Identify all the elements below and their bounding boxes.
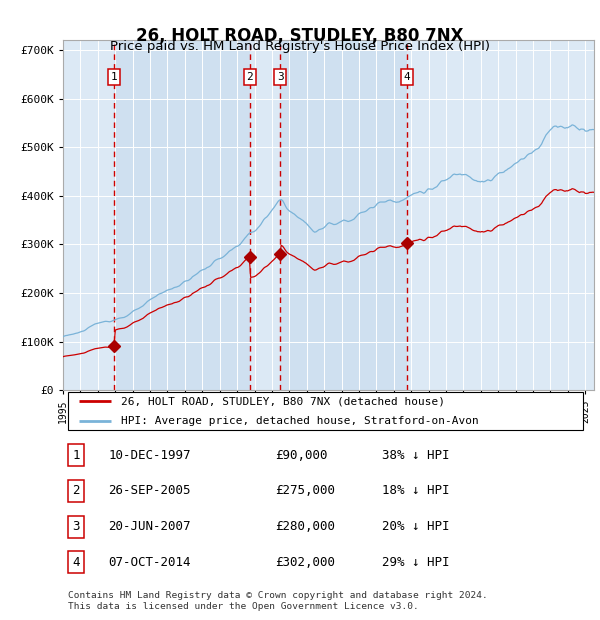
Text: £302,000: £302,000 [275,556,335,569]
Text: 38% ↓ HPI: 38% ↓ HPI [382,449,449,462]
Text: 1: 1 [73,449,80,462]
Text: 18% ↓ HPI: 18% ↓ HPI [382,484,449,497]
Bar [114,40,250,390]
Text: 10-DEC-1997: 10-DEC-1997 [108,449,191,462]
Text: 2: 2 [247,72,253,82]
Text: 4: 4 [73,556,80,569]
Text: Price paid vs. HM Land Registry's House Price Index (HPI): Price paid vs. HM Land Registry's House … [110,40,490,53]
Text: 20-JUN-2007: 20-JUN-2007 [108,520,191,533]
Text: 4: 4 [404,72,410,82]
Text: 26-SEP-2005: 26-SEP-2005 [108,484,191,497]
Text: HPI: Average price, detached house, Stratford-on-Avon: HPI: Average price, detached house, Stra… [121,416,479,426]
Bar [280,40,407,390]
Text: Contains HM Land Registry data © Crown copyright and database right 2024.
This d: Contains HM Land Registry data © Crown c… [68,591,488,611]
Text: 07-OCT-2014: 07-OCT-2014 [108,556,191,569]
Text: 29% ↓ HPI: 29% ↓ HPI [382,556,449,569]
Bar [63,40,114,390]
Text: 2: 2 [73,484,80,497]
Text: £280,000: £280,000 [275,520,335,533]
Text: 20% ↓ HPI: 20% ↓ HPI [382,520,449,533]
Bar [250,40,280,390]
Text: £275,000: £275,000 [275,484,335,497]
Text: 26, HOLT ROAD, STUDLEY, B80 7NX: 26, HOLT ROAD, STUDLEY, B80 7NX [136,27,464,45]
Text: 1: 1 [111,72,118,82]
FancyBboxPatch shape [68,392,583,430]
Text: 3: 3 [73,520,80,533]
Text: 3: 3 [277,72,283,82]
Text: 26, HOLT ROAD, STUDLEY, B80 7NX (detached house): 26, HOLT ROAD, STUDLEY, B80 7NX (detache… [121,396,445,407]
Text: £90,000: £90,000 [275,449,328,462]
Bar [407,40,594,390]
